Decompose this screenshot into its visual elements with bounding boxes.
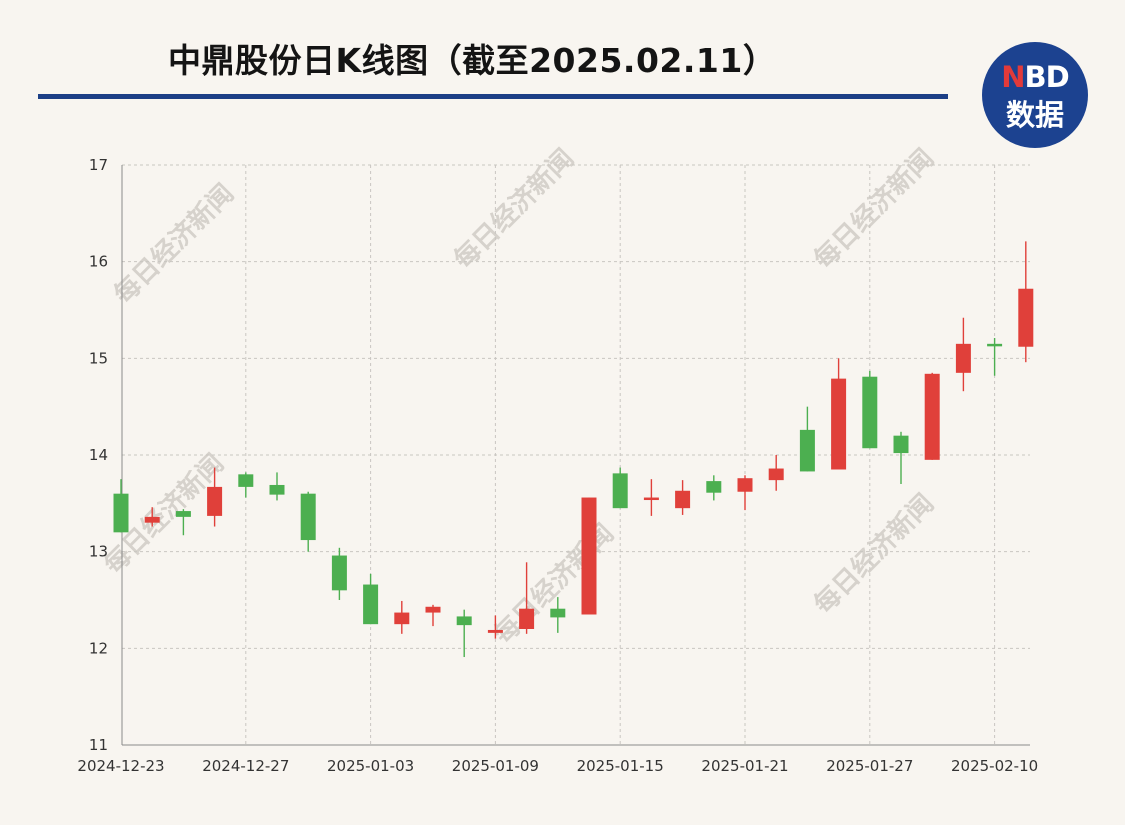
y-tick-labels: 11 12 13 14 15 16 17 — [89, 156, 108, 754]
candle-body — [987, 343, 1003, 347]
title-underline — [38, 94, 948, 99]
y-tick-label: 17 — [89, 156, 108, 174]
candle-body — [675, 490, 691, 509]
candle-body — [643, 497, 659, 501]
logo-n-letter: N — [1001, 60, 1025, 94]
candle-body — [581, 497, 597, 615]
x-tick-label: 2025-02-10 — [951, 757, 1038, 775]
chart-title: 中鼎股份日K线图（截至2025.02.11） — [168, 41, 777, 80]
y-tick-label: 11 — [89, 736, 108, 754]
candle-body — [207, 486, 223, 516]
candle-body — [300, 493, 316, 541]
y-tick-label: 15 — [89, 349, 108, 367]
watermark-text: 每日经济新闻 — [808, 143, 940, 275]
candle-body — [862, 376, 878, 449]
candle-body — [238, 474, 254, 487]
logo-nbd-text: NBD — [982, 60, 1088, 94]
logo-sub-text: 数据 — [1005, 98, 1064, 132]
grid-lines — [122, 164, 1030, 745]
candle-body — [363, 584, 379, 625]
candle-body — [831, 378, 847, 470]
y-tick-label: 13 — [89, 543, 108, 561]
x-tick-label: 2024-12-27 — [202, 757, 289, 775]
x-tick-label: 2025-01-09 — [452, 757, 539, 775]
candle-body — [519, 608, 535, 629]
y-tick-label: 14 — [89, 446, 108, 464]
logo-bd-letters: BD — [1024, 60, 1070, 94]
watermark-text: 每日经济新闻 — [808, 488, 940, 620]
candle-body — [269, 484, 285, 495]
candles — [113, 241, 1034, 658]
x-tick-labels: 2024-12-23 2024-12-27 2025-01-03 2025-01-09… — [77, 757, 1038, 775]
x-tick-label: 2025-01-03 — [327, 757, 414, 775]
watermark-text: 每日经济新闻 — [448, 143, 580, 275]
candle-body — [550, 608, 566, 618]
candle-body — [924, 373, 940, 460]
x-tick-label: 2024-12-23 — [77, 757, 164, 775]
watermark-text: 每日经济新闻 — [488, 518, 620, 650]
candle-body — [1018, 288, 1034, 347]
x-tick-label: 2025-01-21 — [701, 757, 788, 775]
candle-body — [799, 429, 815, 472]
candle-body — [768, 468, 784, 481]
candle-body — [175, 511, 191, 517]
candle-body — [425, 606, 441, 613]
candle-body — [456, 616, 472, 626]
watermark-text: 每日经济新闻 — [108, 178, 240, 310]
nbd-logo: NBD 数据 — [982, 42, 1088, 148]
candle-body — [706, 481, 722, 493]
candle-body — [331, 555, 347, 591]
candle-body — [144, 516, 160, 523]
candle-body — [487, 629, 503, 633]
candle-body — [955, 343, 971, 373]
candle-body — [394, 612, 410, 625]
candle-body — [612, 473, 628, 509]
x-tick-label: 2025-01-27 — [826, 757, 913, 775]
y-tick-label: 12 — [89, 639, 108, 657]
candle-body — [893, 435, 909, 454]
x-tick-label: 2025-01-15 — [577, 757, 664, 775]
candle-body — [737, 478, 753, 492]
y-tick-label: 16 — [89, 253, 108, 271]
axes — [121, 165, 1030, 746]
candle-body — [113, 493, 129, 533]
